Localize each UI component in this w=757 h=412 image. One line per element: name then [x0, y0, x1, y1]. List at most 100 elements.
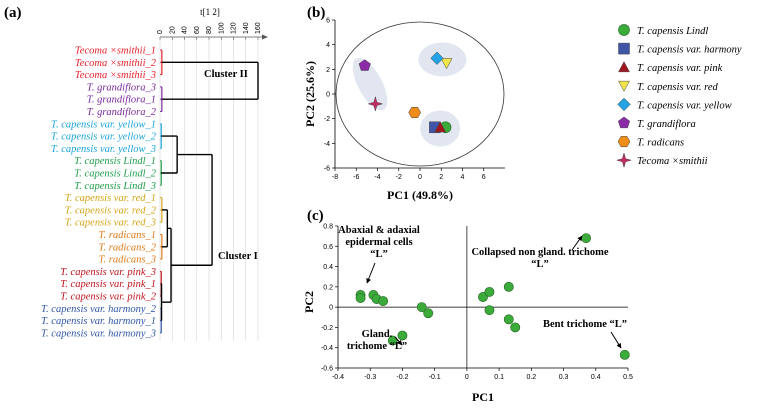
data-point [619, 349, 630, 360]
data-point [510, 322, 521, 333]
data-point [440, 58, 453, 70]
data-point [430, 51, 444, 65]
dendrogram-leaf-label: T. capensis var. pink_1 [60, 279, 156, 290]
dendrogram-leaf-label: T. capensis var. harmony_3 [41, 328, 156, 339]
panel-a-label: (a) [4, 5, 22, 21]
x-tick-label: 0.2 [526, 374, 536, 381]
x-tick-label: -0.4 [332, 374, 344, 381]
dendrogram-x-tick-label: 40 [182, 26, 189, 34]
y-tick-label: -4 [324, 141, 330, 148]
dendrogram-x-tick-label: 100 [218, 22, 225, 34]
legend-marker [615, 152, 633, 169]
dendrogram-x-tick-label: 140 [243, 22, 250, 34]
dendrogram-leaf-label: T. capensis var. red_3 [65, 218, 156, 229]
panel-b-label: (b) [307, 5, 326, 21]
y-tick-label: 0 [326, 92, 330, 99]
y-tick-label: -0.6 [321, 366, 333, 373]
dendrogram-leaf-label: T. capensis var. harmony_2 [41, 304, 157, 315]
data-point [503, 314, 514, 325]
y-tick-label: -0.2 [321, 325, 333, 332]
y-tick-label: 0.4 [323, 264, 333, 271]
legend-marker [618, 24, 630, 36]
annotation-text: “L” [370, 249, 388, 260]
legend-marker [618, 42, 630, 55]
legend-label: Tecoma ×smithii [637, 156, 708, 167]
dendrogram-leaf-label: Tecoma ×smithii_2 [75, 58, 157, 69]
dendrogram-leaf-label: T. radicans_1 [98, 230, 156, 241]
x-tick-label: -8 [332, 174, 338, 181]
y-tick-label: 6 [326, 18, 330, 25]
legend-marker [618, 61, 630, 73]
legend-marker [617, 136, 631, 148]
data-point [358, 59, 371, 71]
x-tick-label: -4 [374, 174, 380, 181]
annotation-arrow [366, 262, 376, 284]
data-point [434, 121, 447, 133]
legend-label: T. capensis var. harmony [637, 45, 742, 56]
x-tick-label: -2 [396, 174, 402, 181]
annotation-text: Abaxial & adaxial [338, 225, 420, 236]
legend-label: T. capensis var. pink [637, 63, 723, 74]
dendrogram-x-tick-label: 120 [231, 22, 238, 34]
hotelling-ellipse [335, 21, 505, 167]
cluster-i-label: Cluster I [218, 251, 258, 262]
annotation-arrow [394, 336, 403, 346]
dendrogram-leaf-label: T. capensis var. harmony_1 [41, 316, 156, 327]
data-point [503, 281, 514, 292]
data-point [397, 330, 408, 341]
dendrogram-leaf-label: T. capensis Lindl_1 [74, 156, 156, 167]
legend-marker [617, 97, 631, 112]
x-tick-label: -0.1 [429, 374, 441, 381]
y-tick-label: 4 [326, 42, 330, 49]
dendrogram-leaf-label: T. grandiflora_2 [87, 107, 157, 118]
data-point [423, 308, 434, 319]
cluster-ii-label: Cluster II [204, 69, 248, 80]
dendrogram-leaf-label: T. grandiflora_1 [87, 95, 156, 106]
dendrogram-leaf-label: Tecoma ×smithii_1 [75, 46, 156, 57]
annotation-text: epidermal cells [345, 237, 412, 248]
dendrogram-chart: t[1 2] 0 20 40 60 80 100 120 140 160 Tecoma ×smith… [41, 7, 268, 341]
group-region [352, 57, 388, 111]
dendrogram-x-tick-label: 0 [157, 30, 164, 34]
dendrogram-x-tick-label: 20 [169, 26, 176, 34]
x-axis-label: PC1 [472, 390, 494, 404]
y-tick-label: -6 [324, 166, 330, 173]
annotation-arrow [610, 331, 622, 349]
data-point [378, 296, 389, 307]
legend-marker [618, 80, 630, 92]
data-point [484, 305, 495, 316]
pca-trichome-chart: -0.4 -0.3 -0.2 -0.1 0 0.1 0.2 0.3 0.4 0.5-0.6-0.4… [302, 224, 633, 405]
legend-label: T. capensis Lindl [637, 26, 708, 37]
dendrogram-leaf-label: T. capensis var. yellow_1 [51, 119, 156, 130]
y-tick-label: -2 [324, 116, 330, 123]
dendrogram-x-tick-label: 60 [194, 26, 201, 34]
dendrogram-leaf-label: T. radicans_2 [98, 242, 156, 253]
dendrogram-leaf-label: T. capensis var. yellow_2 [51, 132, 157, 143]
dendrogram-leaf-label: T. capensis Lindl_3 [74, 181, 156, 192]
panel-c-label: (c) [307, 208, 324, 224]
x-tick-label: -0.3 [364, 374, 376, 381]
x-tick-label: 0 [418, 174, 422, 181]
dendrogram-leaf-label: T. capensis var. pink_2 [60, 292, 157, 303]
y-tick-label: -0.4 [321, 345, 333, 352]
data-point [408, 107, 422, 118]
dendrogram-leaf-label: T. capensis var. red_1 [65, 193, 156, 204]
y-tick-label: 0.8 [323, 224, 333, 231]
dendrogram-x-tick-label: 160 [255, 22, 262, 34]
x-tick-label: 6 [482, 174, 486, 181]
dendrogram-leaf-label: T. capensis var. red_2 [65, 205, 157, 216]
x-axis-label: PC1 (49.8%) [387, 188, 453, 202]
x-tick-label: -0.2 [396, 374, 408, 381]
x-tick-label: -6 [353, 174, 359, 181]
y-tick-label: 0.6 [323, 244, 333, 251]
y-axis-label: PC2 [302, 291, 316, 313]
legend-label: T. grandiflora [637, 119, 696, 130]
y-tick-label: 2 [326, 67, 330, 74]
annotation-text: trichome “L” [347, 341, 407, 352]
annotation-arrow [571, 235, 583, 251]
x-tick-label: 0.1 [494, 374, 504, 381]
x-tick-label: 2 [439, 174, 443, 181]
x-tick-label: 0.5 [623, 374, 633, 381]
x-tick-label: 0 [465, 374, 469, 381]
